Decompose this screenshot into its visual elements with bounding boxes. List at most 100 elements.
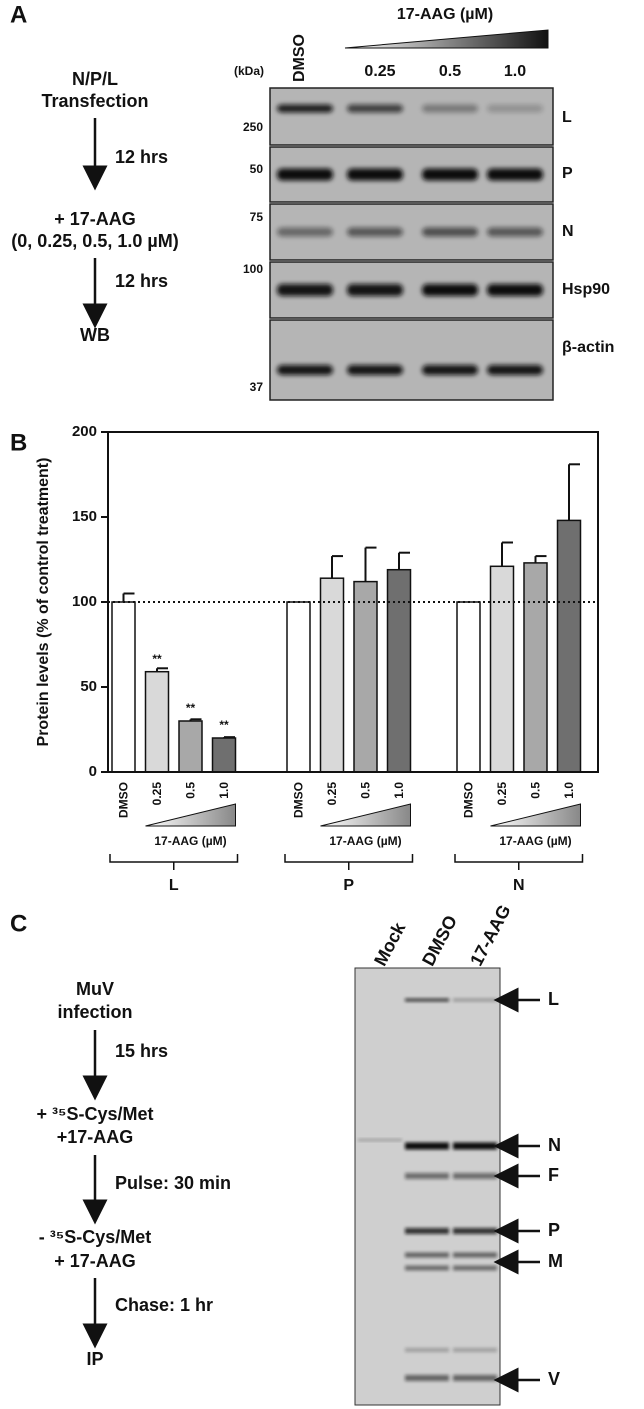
gradient-wedge: [490, 803, 581, 827]
blot-band: [347, 168, 403, 181]
gel-band: [453, 998, 497, 1002]
mw-marker: 250: [243, 120, 263, 134]
panel-label: B: [10, 429, 27, 456]
bar: [489, 565, 515, 773]
flow-text: Pulse: 30 min: [115, 1173, 231, 1193]
gel-band: [453, 1265, 497, 1271]
flow-text: Chase: 1 hr: [115, 1295, 213, 1315]
western-blot: [269, 87, 554, 401]
panel-label: C: [10, 910, 27, 937]
bar: [353, 580, 378, 773]
blot-band: [422, 284, 478, 296]
blot-band: [487, 227, 543, 237]
protein-label: Hsp90: [562, 281, 610, 298]
kda-label: (kDa): [234, 64, 264, 78]
x-tick-label: 0.5: [359, 782, 373, 799]
lane-label: 0.25: [364, 63, 395, 80]
lane-label: 1.0: [504, 63, 526, 80]
flowchart-a: N/P/L Transfection 12 hrs + 17-AAG (0, 0…: [11, 69, 178, 345]
x-tick-label: 0.25: [495, 782, 509, 806]
mw-marker: 75: [250, 210, 264, 224]
bar: [556, 519, 582, 773]
blot-band: [347, 104, 403, 113]
flow-text: - ³⁵S-Cys/Met: [39, 1227, 151, 1247]
blot-band: [422, 104, 478, 113]
bar-chart: 0 50 100 150 200 ** ** ** DMSO 0.25 0.5 1.0 17-AAG (…: [72, 423, 599, 894]
blot-strip: [269, 319, 554, 401]
blot-band: [277, 227, 333, 237]
lane-label: 0.5: [439, 63, 461, 80]
significance-label: **: [219, 718, 229, 732]
bar: [456, 601, 481, 773]
flowchart-c: MuV infection 15 hrs + ³⁵S-Cys/Met +17-A…: [37, 979, 232, 1369]
bar: [523, 562, 548, 773]
band-label: N: [548, 1135, 561, 1155]
flow-text: IP: [86, 1349, 103, 1369]
y-tick-label: 50: [80, 678, 97, 695]
gel-band: [405, 1228, 449, 1234]
gel-band: [453, 1252, 497, 1258]
group-brace: [109, 854, 239, 870]
gel-band: [405, 1348, 449, 1352]
treatment-label: 17-AAG (µM): [499, 834, 571, 848]
blot-band: [347, 365, 403, 375]
x-group-label: L: [169, 877, 179, 894]
flow-text: 12 hrs: [115, 271, 168, 291]
gel-band: [453, 1173, 497, 1179]
blot-band: [422, 365, 478, 375]
bar: [286, 601, 311, 773]
band-label: L: [548, 989, 559, 1009]
gel-band: [358, 1139, 402, 1141]
x-tick-label: 1.0: [562, 782, 576, 799]
gel-band: [453, 1348, 497, 1352]
blot-band: [277, 168, 333, 181]
flow-text: 15 hrs: [115, 1041, 168, 1061]
gel-band: [405, 998, 449, 1002]
x-tick-label: 1.0: [392, 782, 406, 799]
flow-text: WB: [80, 325, 110, 345]
x-tick-label: 0.25: [325, 782, 339, 806]
bar: [144, 670, 170, 773]
x-tick-label: DMSO: [462, 782, 476, 818]
gel-band: [453, 1142, 497, 1150]
lane-label: DMSO: [418, 912, 461, 969]
y-tick-label: 200: [72, 423, 97, 440]
plot-frame: [107, 431, 599, 773]
gradient-wedge: [320, 803, 411, 827]
blot-band: [347, 284, 403, 296]
gel-band: [453, 1228, 497, 1234]
flow-text: N/P/L: [72, 69, 118, 89]
blot-band: [487, 104, 543, 113]
gel-band: [453, 1375, 497, 1381]
y-axis-label: Protein levels (% of control treatment): [35, 458, 52, 747]
blot-band: [487, 365, 543, 375]
protein-label: β-actin: [562, 339, 614, 356]
flow-text: +17-AAG: [57, 1127, 134, 1147]
blot-band: [487, 284, 543, 296]
bar: [211, 737, 237, 773]
flow-text: + 17-AAG: [54, 209, 136, 229]
bar: [386, 568, 412, 773]
flow-text: MuV: [76, 979, 114, 999]
group-brace: [454, 854, 584, 870]
x-group-label: N: [513, 877, 525, 894]
flow-text: + ³⁵S-Cys/Met: [37, 1104, 154, 1124]
flow-text: (0, 0.25, 0.5, 1.0 µM): [11, 231, 178, 251]
blot-band: [422, 168, 478, 181]
flow-text: Transfection: [41, 91, 148, 111]
flow-text: infection: [58, 1002, 133, 1022]
blot-band: [422, 227, 478, 237]
blot-band: [277, 365, 333, 375]
mw-marker: 50: [250, 162, 264, 176]
x-tick-label: DMSO: [117, 782, 131, 818]
gel-band: [405, 1375, 449, 1381]
gel-background: [354, 967, 501, 1406]
band-label: P: [548, 1220, 560, 1240]
protein-label: N: [562, 223, 574, 240]
bar: [319, 577, 345, 773]
gradient-wedge: [344, 29, 549, 49]
flow-text: + 17-AAG: [54, 1251, 136, 1271]
y-tick-label: 150: [72, 508, 97, 525]
panel-label: A: [10, 1, 27, 28]
x-tick-label: DMSO: [292, 782, 306, 818]
